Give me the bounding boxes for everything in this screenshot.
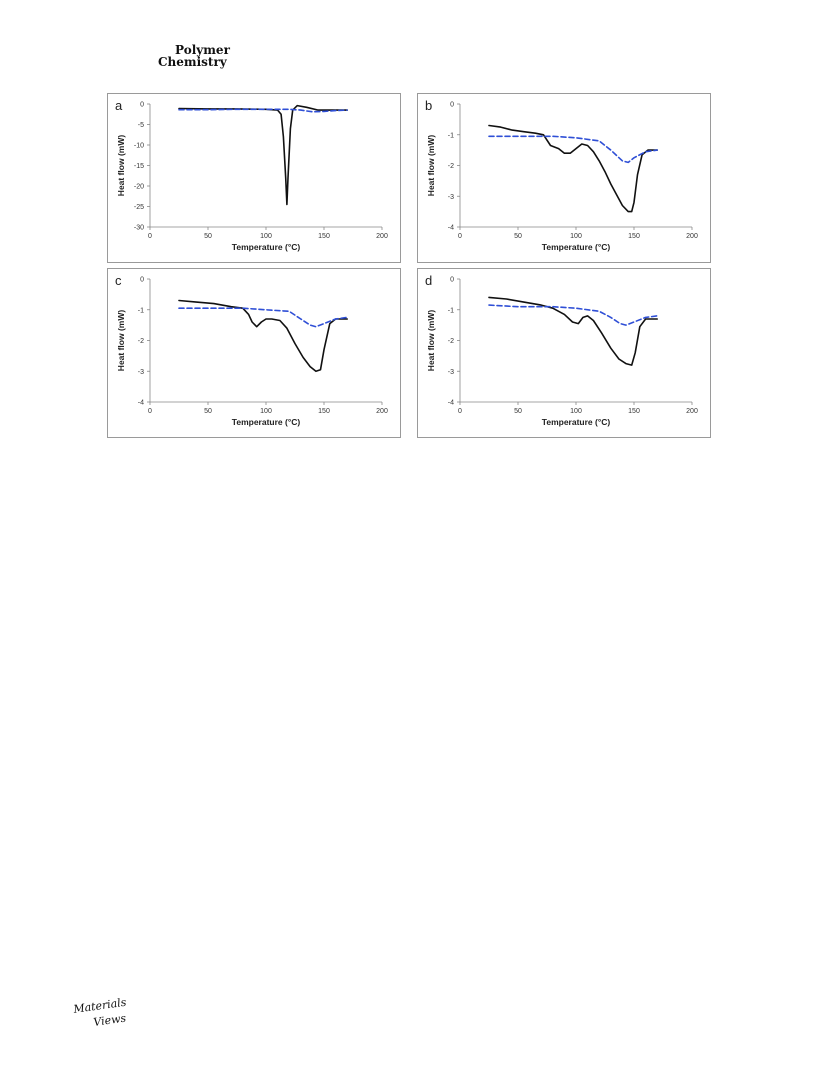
x-tick-label: 50 bbox=[514, 408, 522, 415]
y-tick-label: 0 bbox=[450, 277, 454, 284]
y-tick-label: -1 bbox=[448, 132, 454, 139]
y-tick-label: 0 bbox=[140, 102, 144, 109]
y-tick-label: -4 bbox=[138, 400, 144, 407]
chart-a-svg: a 0 -5 -10 -15 -20 -25 -30 0 50 100 150 200 Temperatu… bbox=[115, 98, 388, 252]
x-tick-label: 100 bbox=[260, 233, 272, 240]
chart-panel-a: a 0 -5 -10 -15 -20 -25 -30 0 50 100 150 200 Temperatu… bbox=[107, 93, 401, 263]
x-tick-label: 200 bbox=[376, 408, 388, 415]
logo-line2: Views bbox=[93, 1011, 128, 1028]
y-tick-label: -4 bbox=[448, 400, 454, 407]
y-tick-label: -10 bbox=[134, 143, 144, 150]
x-tick-label: 200 bbox=[686, 233, 698, 240]
x-tick-label: 100 bbox=[260, 408, 272, 415]
dashed-series-line bbox=[488, 304, 658, 326]
solid-series-line bbox=[488, 296, 658, 366]
x-tick-label: 200 bbox=[376, 233, 388, 240]
solid-series-line bbox=[488, 124, 658, 213]
y-tick-label: -2 bbox=[448, 163, 454, 170]
y-tick-label: -3 bbox=[448, 369, 454, 376]
x-axis-label: Temperature (°C) bbox=[542, 417, 611, 427]
chart-panel-d: d 0 -1 -2 -3 -4 0 50 100 150 200 Temperature (°C) He… bbox=[417, 268, 711, 438]
y-tick-label: -3 bbox=[138, 369, 144, 376]
journal-logo: Polymer Chemistry bbox=[158, 44, 230, 68]
y-axis-label: Heat flow (mW) bbox=[116, 310, 126, 372]
y-axis-label: Heat flow (mW) bbox=[116, 135, 126, 197]
y-tick-label: -4 bbox=[448, 225, 454, 232]
x-tick-label: 50 bbox=[204, 233, 212, 240]
x-tick-label: 0 bbox=[458, 408, 462, 415]
y-tick-label: -2 bbox=[138, 338, 144, 345]
materials-views-logo-svg: Materials Views bbox=[72, 996, 128, 1029]
panel-label: b bbox=[425, 98, 432, 113]
chart-panel-c: c 0 -1 -2 -3 -4 0 50 100 150 200 Temperature (°C) He… bbox=[107, 268, 401, 438]
chart-d-svg: d 0 -1 -2 -3 -4 0 50 100 150 200 Temperature (°C) He… bbox=[425, 273, 698, 427]
solid-series-line bbox=[178, 299, 348, 373]
dashed-series-line bbox=[488, 135, 658, 164]
y-tick-label: -1 bbox=[448, 307, 454, 314]
x-tick-label: 200 bbox=[686, 408, 698, 415]
panel-label: a bbox=[115, 98, 123, 113]
chart-c-svg: c 0 -1 -2 -3 -4 0 50 100 150 200 Temperature (°C) He… bbox=[115, 273, 388, 427]
x-tick-label: 50 bbox=[204, 408, 212, 415]
chart-b-svg: b 0 -1 -2 -3 -4 0 50 100 150 200 Temperature (°C) He… bbox=[425, 98, 698, 252]
y-tick-label: 0 bbox=[450, 102, 454, 109]
dashed-series-line bbox=[178, 307, 348, 328]
y-tick-label: -5 bbox=[138, 122, 144, 129]
y-tick-label: -30 bbox=[134, 225, 144, 232]
y-tick-label: -25 bbox=[134, 204, 144, 211]
x-tick-label: 0 bbox=[148, 408, 152, 415]
y-tick-label: -15 bbox=[134, 163, 144, 170]
x-axis-label: Temperature (°C) bbox=[542, 242, 611, 252]
solid-series-line bbox=[178, 104, 348, 206]
y-tick-label: 0 bbox=[140, 277, 144, 284]
y-axis-label: Heat flow (mW) bbox=[426, 135, 436, 197]
y-tick-label: -1 bbox=[138, 307, 144, 314]
journal-name-line2: Chemistry bbox=[158, 55, 227, 69]
y-tick-label: -20 bbox=[134, 184, 144, 191]
dashed-series-line bbox=[178, 108, 348, 113]
x-tick-label: 150 bbox=[628, 408, 640, 415]
materials-views-logo: Materials Views bbox=[72, 996, 136, 1030]
x-tick-label: 0 bbox=[458, 233, 462, 240]
x-tick-label: 50 bbox=[514, 233, 522, 240]
panel-label: d bbox=[425, 273, 432, 288]
x-axis-label: Temperature (°C) bbox=[232, 242, 301, 252]
y-axis-label: Heat flow (mW) bbox=[426, 310, 436, 372]
y-tick-label: -2 bbox=[448, 338, 454, 345]
x-tick-label: 100 bbox=[570, 408, 582, 415]
journal-name-line1: Polymer bbox=[175, 43, 230, 57]
x-tick-label: 150 bbox=[628, 233, 640, 240]
chart-panel-b: b 0 -1 -2 -3 -4 0 50 100 150 200 Temperature (°C) He… bbox=[417, 93, 711, 263]
dsc-figure: a 0 -5 -10 -15 -20 -25 -30 0 50 100 150 200 Temperatu… bbox=[107, 93, 711, 438]
x-tick-label: 100 bbox=[570, 233, 582, 240]
x-tick-label: 0 bbox=[148, 233, 152, 240]
panel-label: c bbox=[115, 273, 122, 288]
x-tick-label: 150 bbox=[318, 408, 330, 415]
x-axis-label: Temperature (°C) bbox=[232, 417, 301, 427]
x-tick-label: 150 bbox=[318, 233, 330, 240]
y-tick-label: -3 bbox=[448, 194, 454, 201]
